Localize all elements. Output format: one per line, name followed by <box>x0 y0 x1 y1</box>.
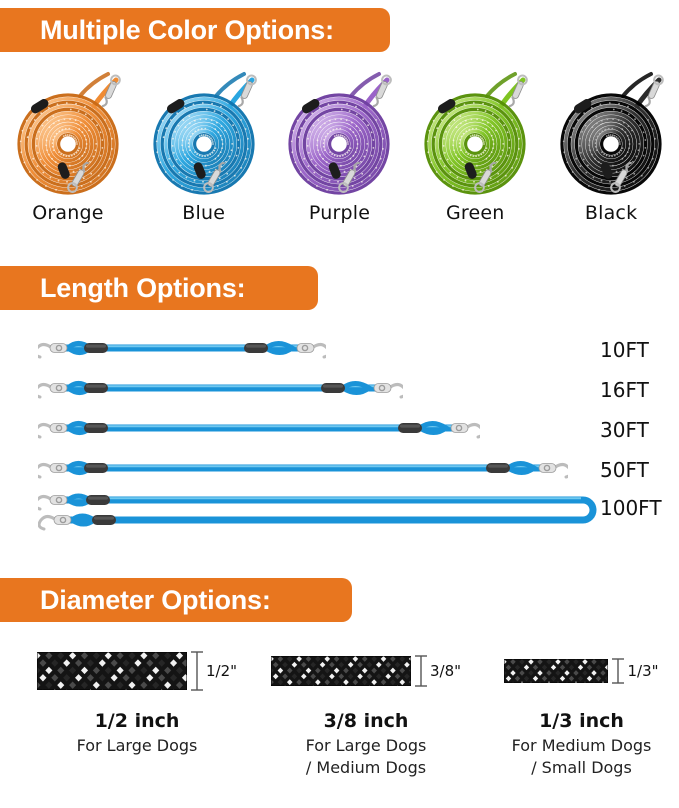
section-title-color: Multiple Color Options: <box>40 14 334 45</box>
coiled-leash-image-purple <box>277 66 401 198</box>
length-option-10ft[interactable]: 10FT <box>0 332 679 376</box>
diameter-option-2[interactable]: 1/3" 1/3 inch For Medium Dogs / Small Dogs <box>484 640 679 778</box>
color-option-blue[interactable]: Blue <box>140 66 268 224</box>
section-header-diameter: Diameter Options: <box>0 578 352 622</box>
diameter-title: 1/2 inch <box>94 710 180 732</box>
dimension-marker-2: 1/3" <box>612 655 659 687</box>
dimension-marker-1: 3/8" <box>414 652 462 690</box>
section-title-diameter: Diameter Options: <box>40 584 271 615</box>
color-option-orange[interactable]: Orange <box>4 66 132 224</box>
diameter-description-line: / Small Dogs <box>531 757 632 777</box>
color-options-row: Orange Blue Purple Green Black <box>0 66 679 236</box>
coiled-leash-image-black <box>549 66 673 198</box>
diameter-description-line: For Large Dogs <box>76 736 198 755</box>
length-option-50ft[interactable]: 50FT <box>0 452 679 496</box>
length-option-label: 16FT <box>600 378 649 402</box>
color-option-label: Green <box>446 202 505 224</box>
color-option-label: Blue <box>182 202 226 224</box>
color-option-label: Black <box>584 202 638 224</box>
length-option-label: 100FT <box>600 496 662 520</box>
color-option-label: Purple <box>308 202 371 224</box>
rope-cross-section-2: 1/3" <box>484 640 679 702</box>
section-title-length: Length Options: <box>40 272 246 303</box>
length-option-label: 30FT <box>600 418 649 442</box>
dimension-label: 1/3" <box>627 662 659 680</box>
diameter-option-1[interactable]: 3/8" 3/8 inch For Large Dogs / Medium Dogs <box>256 640 476 778</box>
dimension-label: 3/8" <box>429 662 462 680</box>
section-header-color: Multiple Color Options: <box>0 8 390 52</box>
color-option-label: Orange <box>32 202 104 224</box>
length-option-100ft[interactable]: 100FT <box>0 490 679 534</box>
length-option-label: 50FT <box>600 458 649 482</box>
diameter-option-0[interactable]: 1/2" 1/2 inch For Large Dogs <box>22 640 252 757</box>
dimension-marker-0: 1/2" <box>190 648 238 694</box>
length-option-30ft[interactable]: 30FT <box>0 412 679 456</box>
coiled-leash-image-blue <box>142 66 266 198</box>
diameter-title: 3/8 inch <box>323 710 409 732</box>
diameter-description-line: / Medium Dogs <box>305 757 427 777</box>
color-option-black[interactable]: Black <box>547 66 675 224</box>
dimension-label: 1/2" <box>205 662 238 680</box>
rope-cross-section-1: 3/8" <box>256 640 476 702</box>
diameter-description: For Medium Dogs / Small Dogs <box>484 735 679 778</box>
length-options-list: 10FT 16FT 30FT 50FT 100FT <box>0 332 679 564</box>
diameter-description-line: For Large Dogs <box>305 736 427 755</box>
color-option-green[interactable]: Green <box>411 66 539 224</box>
diameter-description-line: For Medium Dogs <box>511 736 652 755</box>
section-header-length: Length Options: <box>0 266 318 310</box>
color-option-purple[interactable]: Purple <box>275 66 403 224</box>
length-option-label: 10FT <box>600 338 649 362</box>
coiled-leash-image-green <box>413 66 537 198</box>
diameter-title: 1/3 inch <box>539 710 624 732</box>
coiled-leash-image-orange <box>6 66 130 198</box>
rope-cross-section-0: 1/2" <box>22 640 252 702</box>
diameter-description: For Large Dogs <box>22 735 252 757</box>
diameter-options-row: 1/2" 1/2 inch For Large Dogs 3/8" 3/8 inch Fo… <box>0 640 679 808</box>
diameter-description: For Large Dogs / Medium Dogs <box>256 735 476 778</box>
length-option-16ft[interactable]: 16FT <box>0 372 679 416</box>
